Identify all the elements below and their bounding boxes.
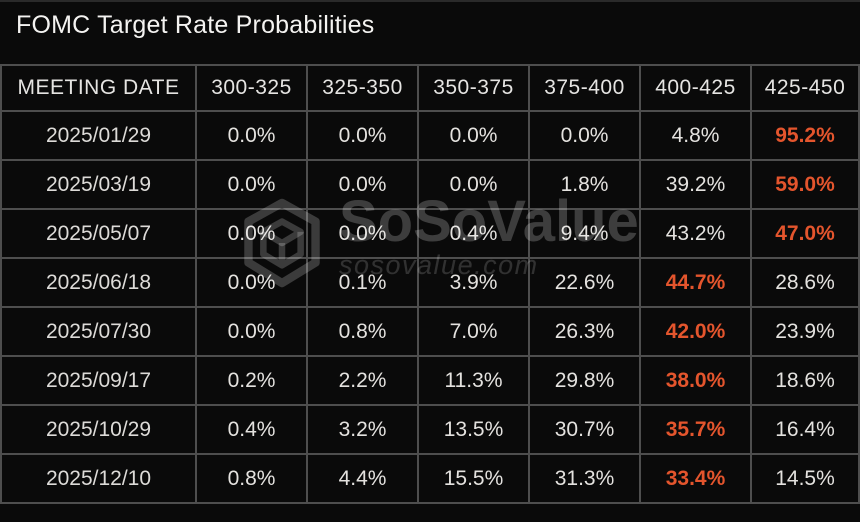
- probability-cell: 3.2%: [306, 404, 419, 455]
- probability-cell: 31.3%: [528, 453, 641, 504]
- probability-cell: 30.7%: [528, 404, 641, 455]
- probability-cell-highlighted: 38.0%: [639, 355, 752, 406]
- probability-cell: 18.6%: [750, 355, 860, 406]
- probability-cell-highlighted: 42.0%: [639, 306, 752, 357]
- table-row: 2025/03/19 0.0% 0.0% 0.0% 1.8% 39.2% 59.0%: [0, 159, 860, 210]
- meeting-date-cell: 2025/09/17: [0, 355, 197, 406]
- header-row: MEETING DATE 300-325 325-350 350-375 375-400…: [0, 64, 860, 112]
- probability-cell: 0.0%: [195, 208, 308, 259]
- probability-cell: 22.6%: [528, 257, 641, 308]
- probability-cell-highlighted: 47.0%: [750, 208, 860, 259]
- meeting-date-cell: 2025/05/07: [0, 208, 197, 259]
- probability-cell: 0.0%: [306, 159, 419, 210]
- probability-cell: 39.2%: [639, 159, 752, 210]
- page-title: FOMC Target Rate Probabilities: [16, 11, 375, 39]
- probability-cell: 0.0%: [306, 208, 419, 259]
- meeting-date-cell: 2025/12/10: [0, 453, 197, 504]
- column-header-rate-range: 350-375: [417, 64, 530, 112]
- probability-cell: 0.0%: [195, 306, 308, 357]
- column-header-rate-range: 400-425: [639, 64, 752, 112]
- probability-cell: 11.3%: [417, 355, 530, 406]
- probability-cell: 0.0%: [417, 159, 530, 210]
- probability-cell: 43.2%: [639, 208, 752, 259]
- probability-cell: 0.4%: [195, 404, 308, 455]
- table-row: 2025/12/10 0.8% 4.4% 15.5% 31.3% 33.4% 14.5%: [0, 453, 860, 504]
- probability-cell: 0.2%: [195, 355, 308, 406]
- meeting-date-cell: 2025/06/18: [0, 257, 197, 308]
- probability-cell: 0.0%: [195, 159, 308, 210]
- column-header-meeting-date: MEETING DATE: [0, 64, 197, 112]
- probability-cell: 23.9%: [750, 306, 860, 357]
- probability-cell: 13.5%: [417, 404, 530, 455]
- probability-cell: 0.0%: [195, 110, 308, 161]
- probability-cell: 2.2%: [306, 355, 419, 406]
- probability-cell-highlighted: 95.2%: [750, 110, 860, 161]
- table-row: 2025/07/30 0.0% 0.8% 7.0% 26.3% 42.0% 23.9%: [0, 306, 860, 357]
- meeting-date-cell: 2025/07/30: [0, 306, 197, 357]
- probability-cell: 14.5%: [750, 453, 860, 504]
- probability-cell: 3.9%: [417, 257, 530, 308]
- column-header-rate-range: 300-325: [195, 64, 308, 112]
- probability-cell: 4.8%: [639, 110, 752, 161]
- probability-cell-highlighted: 33.4%: [639, 453, 752, 504]
- probability-cell: 0.4%: [417, 208, 530, 259]
- column-header-rate-range: 375-400: [528, 64, 641, 112]
- probability-cell: 0.0%: [306, 110, 419, 161]
- column-header-rate-range: 425-450: [750, 64, 860, 112]
- fomc-probability-table: MEETING DATE 300-325 325-350 350-375 375-400…: [0, 64, 860, 504]
- probability-cell: 16.4%: [750, 404, 860, 455]
- meeting-date-cell: 2025/01/29: [0, 110, 197, 161]
- probability-cell: 0.0%: [528, 110, 641, 161]
- table-row: 2025/10/29 0.4% 3.2% 13.5% 30.7% 35.7% 16.4%: [0, 404, 860, 455]
- probability-cell: 0.1%: [306, 257, 419, 308]
- probability-cell-highlighted: 44.7%: [639, 257, 752, 308]
- meeting-date-cell: 2025/10/29: [0, 404, 197, 455]
- table-row: 2025/06/18 0.0% 0.1% 3.9% 22.6% 44.7% 28.6%: [0, 257, 860, 308]
- top-divider: [0, 0, 860, 2]
- table-row: 2025/09/17 0.2% 2.2% 11.3% 29.8% 38.0% 18.6%: [0, 355, 860, 406]
- probability-cell: 7.0%: [417, 306, 530, 357]
- probability-cell: 4.4%: [306, 453, 419, 504]
- column-header-rate-range: 325-350: [306, 64, 419, 112]
- probability-cell: 0.0%: [195, 257, 308, 308]
- meeting-date-cell: 2025/03/19: [0, 159, 197, 210]
- probability-cell-highlighted: 35.7%: [639, 404, 752, 455]
- probability-cell: 15.5%: [417, 453, 530, 504]
- table-row: 2025/01/29 0.0% 0.0% 0.0% 0.0% 4.8% 95.2%: [0, 110, 860, 161]
- probability-cell: 29.8%: [528, 355, 641, 406]
- probability-cell-highlighted: 59.0%: [750, 159, 860, 210]
- probability-cell: 9.4%: [528, 208, 641, 259]
- table-row: 2025/05/07 0.0% 0.0% 0.4% 9.4% 43.2% 47.0%: [0, 208, 860, 259]
- probability-cell: 0.8%: [195, 453, 308, 504]
- table-body: 2025/01/29 0.0% 0.0% 0.0% 0.0% 4.8% 95.2% 2025/…: [0, 110, 860, 504]
- probability-cell: 0.8%: [306, 306, 419, 357]
- probability-cell: 0.0%: [417, 110, 530, 161]
- probability-cell: 1.8%: [528, 159, 641, 210]
- probability-cell: 26.3%: [528, 306, 641, 357]
- probability-cell: 28.6%: [750, 257, 860, 308]
